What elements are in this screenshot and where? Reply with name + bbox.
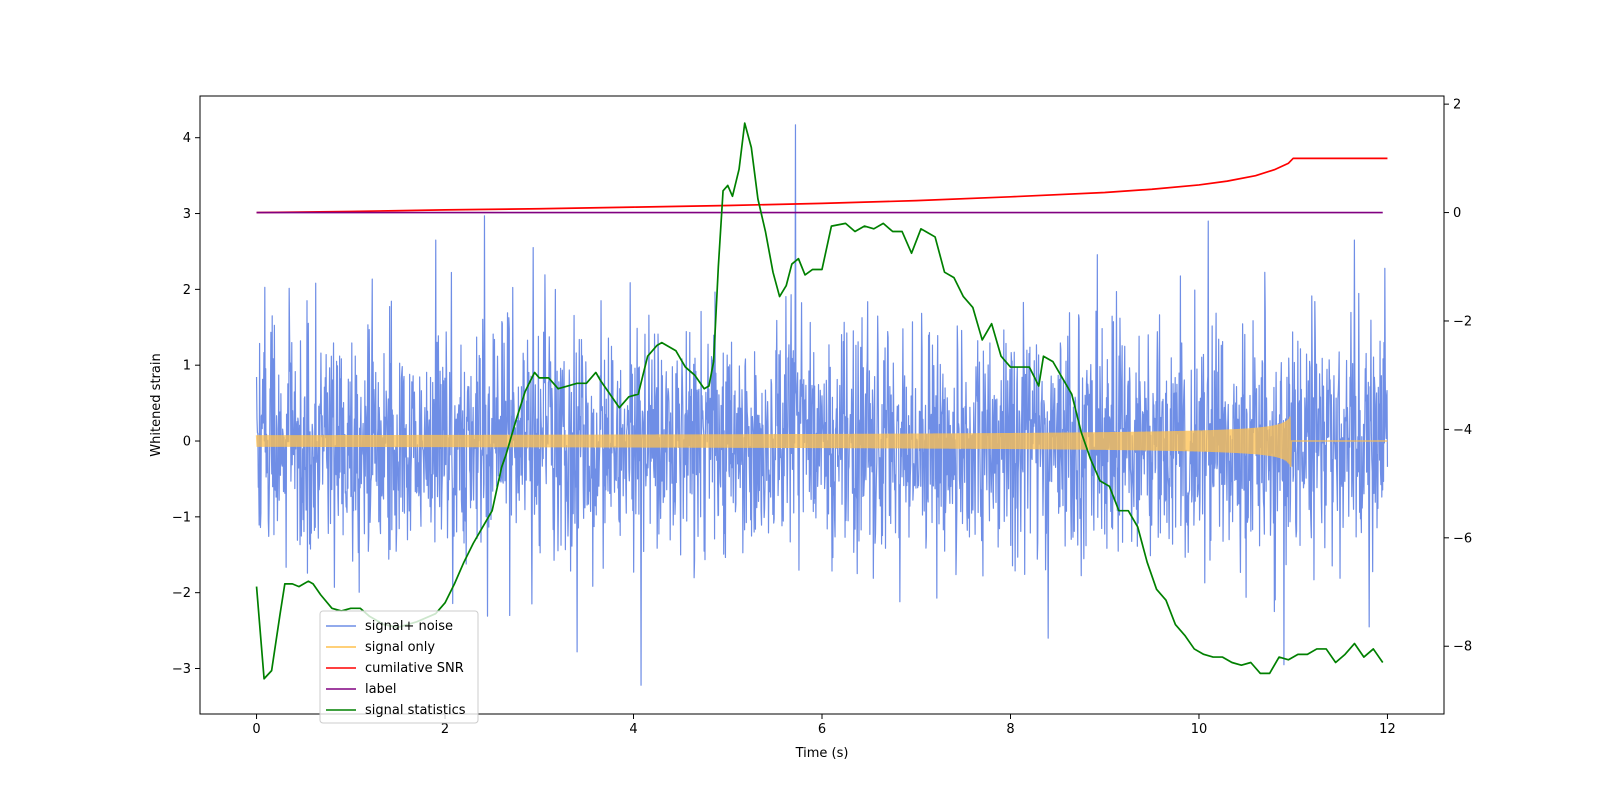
series-signal-statistics-line (255, 122, 1384, 680)
legend-label-signal-noise: signal+ noise (365, 619, 453, 634)
y-tick-label: −3 (172, 662, 191, 677)
y-tick-label: −2 (172, 586, 191, 601)
legend: signal+ noise signal only cumilative SNR… (319, 610, 479, 724)
y2-tick-label: −2 (1453, 314, 1472, 329)
y2-tick-label: −4 (1453, 423, 1472, 438)
series-signal-noise-line (255, 124, 1389, 686)
plot-area (255, 122, 1389, 686)
legend-label-cumulative-snr: cumilative SNR (365, 661, 464, 676)
series-cumulative-snr-line (256, 157, 1388, 214)
series-signal-only-line (255, 416, 1388, 467)
x-tick-label: 4 (629, 722, 637, 737)
legend-box (319, 610, 479, 724)
x-tick-label: 8 (1006, 722, 1014, 737)
x-tick-label: 12 (1379, 722, 1396, 737)
x-tick-label: 2 (441, 722, 449, 737)
x-axis-label: Time (s) (795, 746, 849, 761)
y-tick-label: 3 (183, 207, 191, 222)
x-tick-label: 6 (818, 722, 826, 737)
y-tick-label: 1 (183, 359, 191, 374)
legend-label-label: label (365, 682, 396, 697)
y2-tick-label: 0 (1453, 206, 1461, 221)
y-axis-label: Whitened strain (149, 353, 164, 456)
y2-tick-label: −8 (1453, 640, 1472, 655)
y-tick-label: 2 (183, 283, 191, 298)
x-tick-label: 0 (252, 722, 260, 737)
y2-tick-label: −6 (1453, 531, 1472, 546)
y-tick-label: 4 (183, 131, 191, 146)
x-tick-label: 10 (1191, 722, 1208, 737)
legend-label-signal-statistics: signal statistics (365, 703, 466, 718)
y-tick-label: −1 (172, 510, 191, 525)
legend-label-signal-only: signal only (365, 640, 435, 655)
y2-tick-label: 2 (1453, 98, 1461, 113)
y-tick-label: 0 (183, 435, 191, 450)
